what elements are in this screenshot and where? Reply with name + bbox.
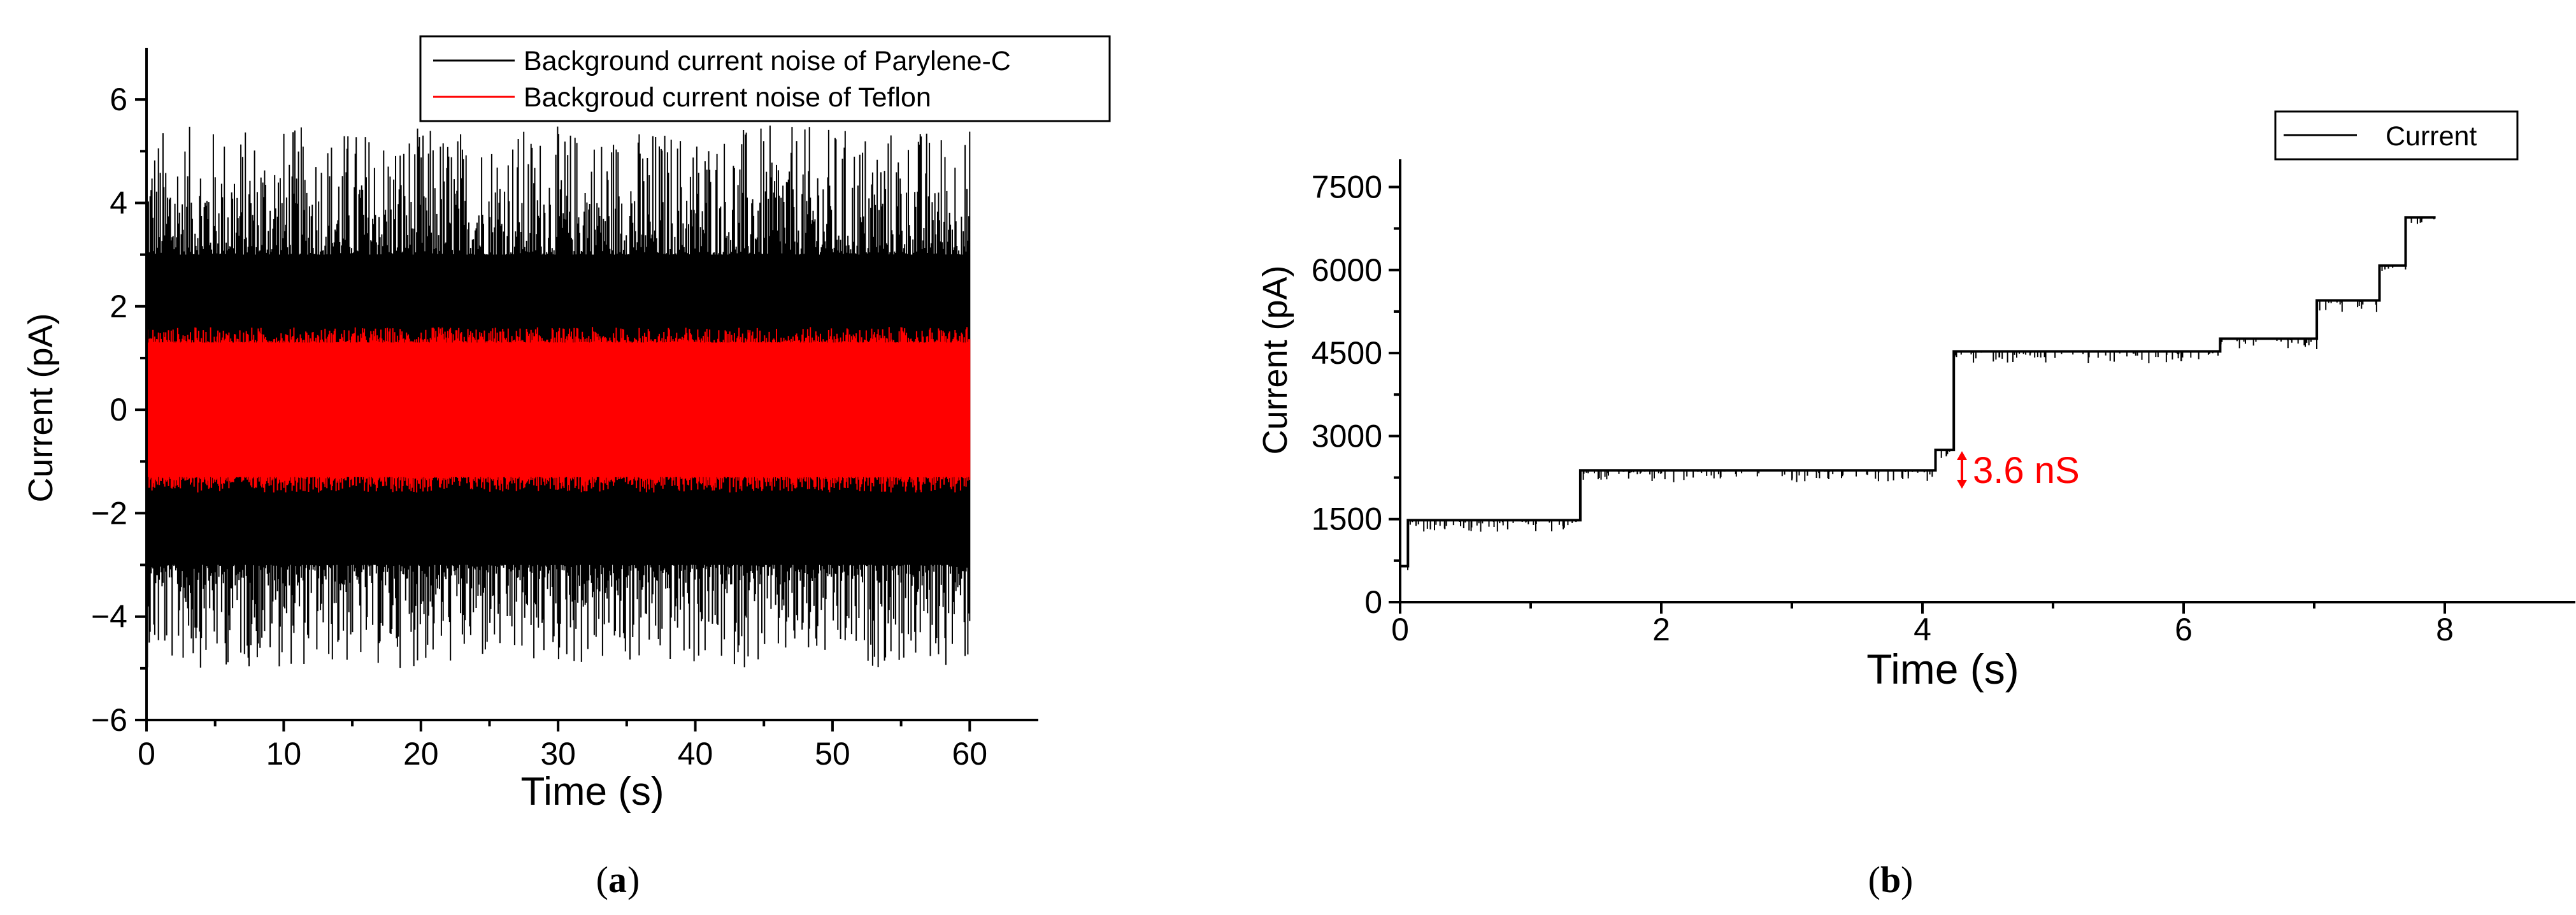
chart-b-y-tick-label: 4500 bbox=[1312, 335, 1382, 371]
chart-b-x-tick-label: 0 bbox=[1391, 612, 1409, 647]
chart-b-y-tick-label: 3000 bbox=[1312, 418, 1382, 454]
chart-b: 0 2 4 6 8 0 1500 3000 4500 6000 7500 Time (s) Curr… bbox=[1256, 110, 2575, 900]
chart-a-ticks: 0 10 20 30 40 50 60 −6 −4 −2 0 2 4 6 bbox=[91, 82, 987, 772]
chart-b-plot-area bbox=[1400, 216, 2436, 570]
chart-a-axes: 0 10 20 30 40 50 60 −6 −4 −2 0 2 4 6 bbox=[91, 48, 1038, 772]
chart-b-legend-label-current: Current bbox=[2386, 121, 2477, 152]
chart-b-annotation-arrow-head-down bbox=[1957, 480, 1967, 489]
chart-a-series-teflon-noise bbox=[146, 327, 971, 493]
chart-b-panel-label: ( b ) bbox=[1868, 859, 1914, 900]
chart-a-plot-area bbox=[146, 126, 971, 668]
svg-text:(: ( bbox=[596, 859, 608, 900]
chart-b-y-tick-label: 1500 bbox=[1312, 501, 1382, 537]
chart-b-y-tick-label: 7500 bbox=[1312, 169, 1382, 205]
chart-a: 0 10 20 30 40 50 60 −6 −4 −2 0 2 4 6 Time (s) Current… bbox=[22, 35, 1111, 900]
chart-a-x-axis-title: Time (s) bbox=[521, 770, 664, 814]
chart-a-panel-label: ( a ) bbox=[596, 859, 640, 900]
chart-b-y-axis-title: Current (pA) bbox=[1256, 265, 1294, 454]
chart-a-y-tick-label: −2 bbox=[91, 495, 127, 531]
chart-a-y-tick-label: −6 bbox=[91, 702, 127, 738]
chart-a-y-axis-title: Current (pA) bbox=[22, 313, 60, 502]
chart-b-y-tick-label: 6000 bbox=[1312, 252, 1382, 288]
chart-a-x-tick-label: 50 bbox=[815, 736, 850, 772]
chart-b-annotation: 3.6 nS bbox=[1957, 450, 2080, 491]
chart-a-legend-box bbox=[419, 35, 1111, 122]
chart-b-x-tick-label: 4 bbox=[1914, 612, 1931, 647]
chart-b-x-tick-label: 6 bbox=[2175, 612, 2193, 647]
chart-a-y-tick-label: 2 bbox=[110, 289, 127, 324]
chart-b-x-axis-title: Time (s) bbox=[1866, 645, 2019, 693]
chart-a-x-tick-label: 30 bbox=[540, 736, 576, 772]
chart-a-x-tick-label: 0 bbox=[138, 736, 155, 772]
chart-a-y-tick-label: 4 bbox=[110, 185, 127, 220]
chart-a-x-tick-label: 60 bbox=[952, 736, 987, 772]
chart-a-legend: Background current noise of Parylene-C B… bbox=[419, 35, 1111, 122]
chart-a-x-tick-label: 40 bbox=[678, 736, 713, 772]
chart-b-legend-box bbox=[2274, 110, 2519, 161]
chart-b-series-current-spikes bbox=[1403, 217, 2435, 570]
chart-a-teflon-spikes bbox=[146, 327, 971, 493]
chart-b-x-tick-label: 2 bbox=[1652, 612, 1670, 647]
chart-a-y-tick-label: −4 bbox=[91, 599, 127, 635]
chart-b-series-current bbox=[1400, 216, 2436, 568]
chart-b-y-tick-label: 0 bbox=[1364, 584, 1382, 620]
chart-b-ticks: 0 2 4 6 8 0 1500 3000 4500 6000 7500 bbox=[1312, 169, 2454, 647]
chart-a-x-tick-label: 10 bbox=[266, 736, 302, 772]
chart-a-legend-label-parylene: Background current noise of Parylene-C bbox=[524, 46, 1011, 76]
chart-b-legend: Current bbox=[2274, 110, 2519, 161]
chart-b-current-spike-path bbox=[1403, 217, 2435, 570]
svg-text:): ) bbox=[1901, 859, 1913, 900]
chart-b-axes: 0 2 4 6 8 0 1500 3000 4500 6000 7500 bbox=[1312, 159, 2575, 647]
chart-b-annotation-arrow-head-up bbox=[1957, 451, 1967, 460]
chart-b-x-tick-label: 8 bbox=[2436, 612, 2454, 647]
chart-a-y-tick-label: 0 bbox=[110, 392, 127, 428]
chart-a-legend-label-teflon: Backgroud current noise of Teflon bbox=[524, 82, 931, 113]
chart-a-y-tick-label: 6 bbox=[110, 82, 127, 117]
chart-a-x-tick-label: 20 bbox=[403, 736, 439, 772]
chart-b-annotation-label: 3.6 nS bbox=[1973, 450, 2080, 491]
svg-text:(: ( bbox=[1868, 859, 1880, 900]
chart-a-panel-letter: a bbox=[608, 859, 627, 900]
svg-text:): ) bbox=[627, 859, 640, 900]
chart-b-panel-letter: b bbox=[1880, 859, 1901, 900]
